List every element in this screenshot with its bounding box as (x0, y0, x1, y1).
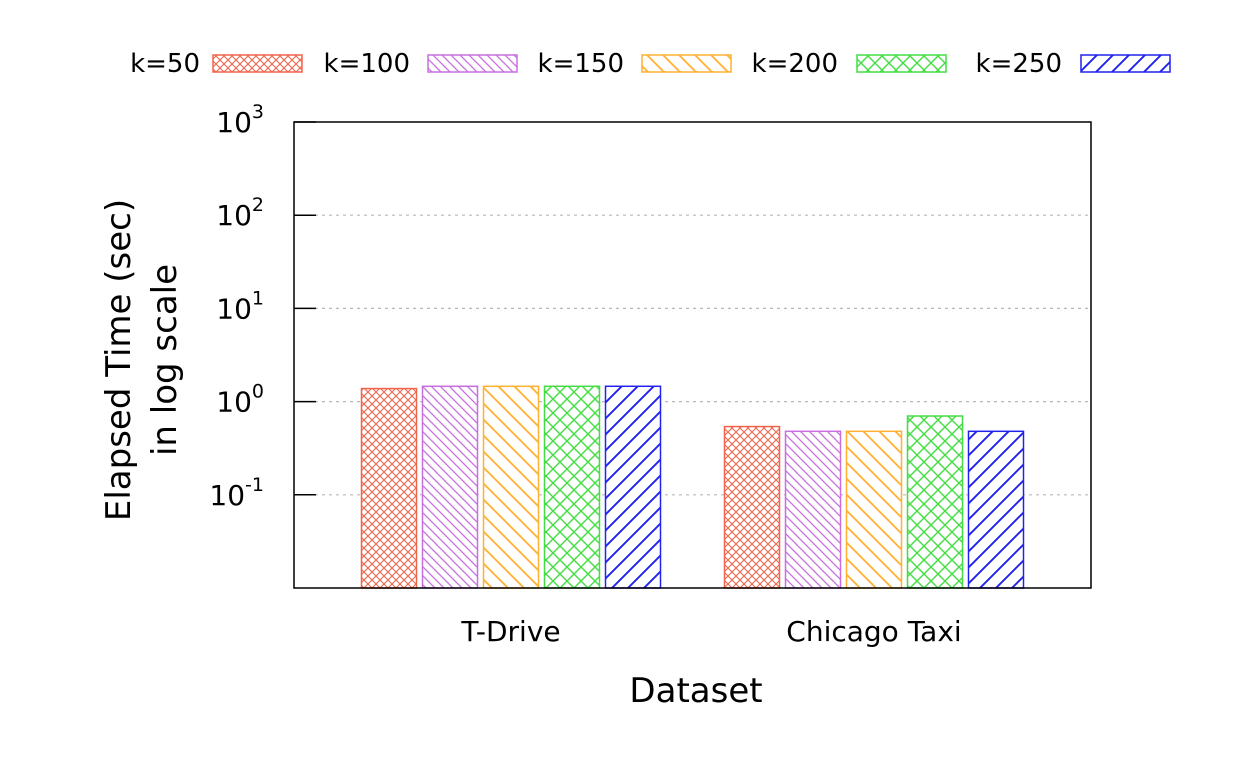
y-axis-ticks: 10-1 100 101 102 103 (209, 101, 316, 512)
y-tick-label: 103 (216, 101, 264, 139)
bar-k=200-T-Drive (543, 385, 601, 589)
bar-k=50-T-Drive (360, 387, 418, 589)
legend-swatch (427, 54, 518, 73)
legend-swatch (856, 54, 947, 73)
y-axis-title: Elapsed Time (sec) in log scale (99, 199, 185, 521)
bar-k=150-Chicago Taxi (845, 430, 903, 589)
x-axis-ticks: T-Drive Chicago Taxi (460, 615, 961, 648)
legend-label: k=100 (324, 49, 410, 79)
y-tick-label: 101 (216, 287, 264, 325)
bar-k=200-Chicago Taxi (906, 415, 964, 589)
bars (360, 385, 1025, 589)
legend-label: k=200 (752, 49, 838, 79)
legend-label: k=250 (976, 49, 1062, 79)
bar-k=150-T-Drive (482, 385, 540, 589)
bar-k=100-Chicago Taxi (784, 430, 842, 589)
y-tick-label: 102 (216, 194, 264, 232)
legend-swatch (212, 54, 303, 73)
legend: k=50 k=100 k=150 k=200 k=250 (130, 49, 1171, 79)
bar-k=250-T-Drive (604, 385, 662, 589)
bar-k=250-Chicago Taxi (967, 430, 1025, 589)
y-tick-label: 10-1 (209, 474, 264, 512)
legend-swatch (1080, 54, 1171, 73)
plot-frame (293, 121, 1092, 589)
x-axis-title: Dataset (629, 671, 762, 711)
x-tick-label: Chicago Taxi (786, 615, 961, 648)
y-axis-title-line1: Elapsed Time (sec) (99, 199, 139, 521)
legend-label: k=150 (538, 49, 624, 79)
y-axis-title-line2: in log scale (145, 264, 185, 456)
bar-k=100-T-Drive (421, 385, 479, 589)
legend-label: k=50 (130, 49, 200, 79)
bar-k=50-Chicago Taxi (723, 425, 781, 589)
legend-swatch (641, 54, 732, 73)
x-tick-label: T-Drive (460, 615, 560, 648)
y-tick-label: 100 (216, 381, 264, 419)
